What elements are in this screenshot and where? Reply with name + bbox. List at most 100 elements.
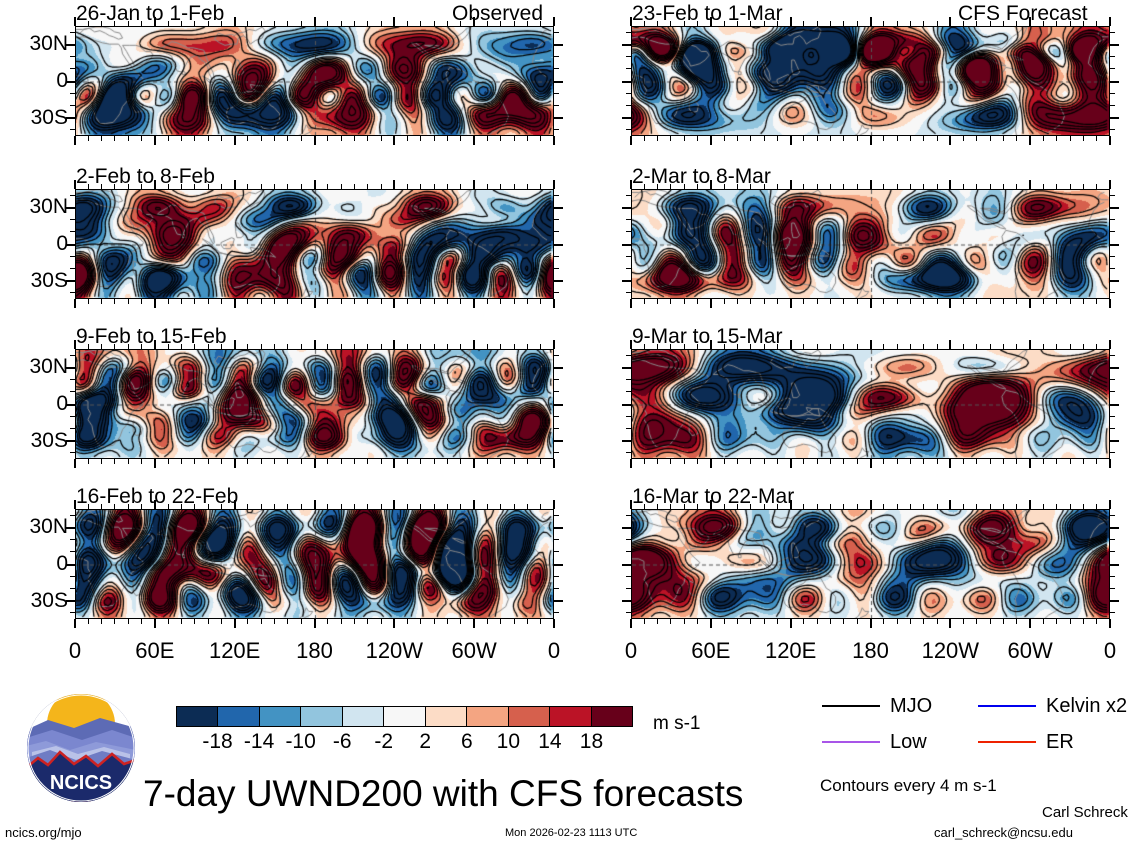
y-tick-left <box>622 563 631 566</box>
x-minor-tick <box>327 459 329 464</box>
map-panel-forecast-2[interactable] <box>631 349 1110 459</box>
ncics-logo[interactable]: NCICS <box>26 694 136 802</box>
x-minor-tick <box>750 459 752 464</box>
x-minor-tick <box>353 136 355 141</box>
x-minor-tick <box>776 136 778 141</box>
map-panel-forecast-1[interactable] <box>631 189 1110 299</box>
x-minor-tick-top <box>963 504 965 509</box>
x-major-tick-top <box>869 180 872 189</box>
x-minor-tick-top <box>87 21 89 26</box>
x-minor-tick <box>540 136 542 141</box>
y-tick-left <box>66 243 75 246</box>
x-minor-tick <box>803 459 805 464</box>
y-tick-right <box>1110 514 1115 516</box>
x-minor-tick <box>1003 619 1005 624</box>
y-tick-right <box>554 379 559 381</box>
y-tick-left <box>626 427 631 429</box>
map-panel-observed-0[interactable] <box>75 26 554 136</box>
x-minor-tick-top <box>816 344 818 349</box>
x-minor-tick <box>433 459 435 464</box>
x-minor-tick <box>207 619 209 624</box>
colorbar-swatch-10 <box>591 707 632 726</box>
x-minor-tick-top <box>843 504 845 509</box>
y-tick-right <box>554 539 559 541</box>
x-minor-tick-top <box>433 21 435 26</box>
x-minor-tick <box>963 136 965 141</box>
y-tick-left <box>626 587 631 589</box>
y-tick-right <box>1110 56 1115 58</box>
x-minor-tick-top <box>141 21 143 26</box>
panel-title-left-0: 26-Jan to 1-Feb <box>76 2 225 25</box>
x-major-tick <box>1029 136 1032 145</box>
x-minor-tick <box>380 459 382 464</box>
x-major-tick-top <box>233 17 236 26</box>
x-minor-tick-top <box>101 344 103 349</box>
x-minor-tick-top <box>300 21 302 26</box>
colorbar-tick-18: 18 <box>579 730 604 753</box>
x-minor-tick-top <box>247 21 249 26</box>
y-tick-right <box>554 231 559 233</box>
x-minor-tick-top <box>843 184 845 189</box>
y-tick-right <box>1110 194 1115 196</box>
x-minor-tick <box>101 136 103 141</box>
x-minor-tick <box>353 619 355 624</box>
x-minor-tick-top <box>447 344 449 349</box>
legend-swatch-er <box>978 741 1036 744</box>
colorbar[interactable] <box>176 706 633 727</box>
x-minor-tick-top <box>816 504 818 509</box>
y-tick-right <box>1110 68 1115 70</box>
x-minor-tick-top <box>976 21 978 26</box>
map-panel-observed-3[interactable] <box>75 509 554 619</box>
x-minor-tick-top <box>776 21 778 26</box>
y-tick-left <box>626 612 631 614</box>
y-tick-right <box>554 354 559 356</box>
x-minor-tick-top <box>909 344 911 349</box>
x-minor-tick-top <box>180 21 182 26</box>
map-panel-observed-1[interactable] <box>75 189 554 299</box>
x-minor-tick <box>843 136 845 141</box>
x-minor-tick <box>420 299 422 304</box>
x-minor-tick <box>643 136 645 141</box>
x-minor-tick <box>101 459 103 464</box>
x-major-tick <box>1109 136 1111 145</box>
map-panel-forecast-0[interactable] <box>631 26 1110 136</box>
x-major-tick-top <box>233 500 236 509</box>
x-major-tick-top <box>1029 17 1032 26</box>
x-minor-tick <box>460 299 462 304</box>
x-minor-tick-top <box>513 344 515 349</box>
x-major-tick <box>1029 619 1032 628</box>
x-minor-tick-top <box>407 21 409 26</box>
map-panel-forecast-3[interactable] <box>631 509 1110 619</box>
y-tick-right <box>554 243 563 246</box>
x-major-tick <box>313 299 316 308</box>
x-major-tick-top <box>709 340 712 349</box>
y-tick-left <box>70 255 75 257</box>
x-minor-tick <box>367 619 369 624</box>
author-email[interactable]: carl_schreck@ncsu.edu <box>934 825 1073 840</box>
x-major-tick-top <box>553 180 555 189</box>
x-minor-tick-top <box>526 344 528 349</box>
site-url[interactable]: ncics.org/mjo <box>5 825 82 840</box>
x-major-tick <box>630 459 632 468</box>
x-minor-tick <box>776 619 778 624</box>
x-minor-tick-top <box>763 504 765 509</box>
map-panel-observed-2[interactable] <box>75 349 554 459</box>
x-major-tick <box>153 299 156 308</box>
x-minor-tick <box>407 459 409 464</box>
y-tick-left <box>626 292 631 294</box>
colorbar-swatch-1 <box>218 707 260 726</box>
y-tick-right <box>554 104 559 106</box>
x-major-tick-top <box>1109 340 1111 349</box>
y-tick-right <box>554 80 563 83</box>
x-minor-tick-top <box>194 21 196 26</box>
x-major-tick <box>630 136 632 145</box>
y-tick-right <box>1110 43 1119 46</box>
x-minor-tick <box>127 619 129 624</box>
y-tick-right <box>554 427 559 429</box>
y-tick-right <box>554 563 563 566</box>
legend-label-mjo: MJO <box>890 695 933 717</box>
x-minor-tick <box>923 619 925 624</box>
y-tick-right <box>554 92 559 94</box>
x-minor-tick <box>976 619 978 624</box>
legend-swatch-kelvin <box>978 705 1036 708</box>
